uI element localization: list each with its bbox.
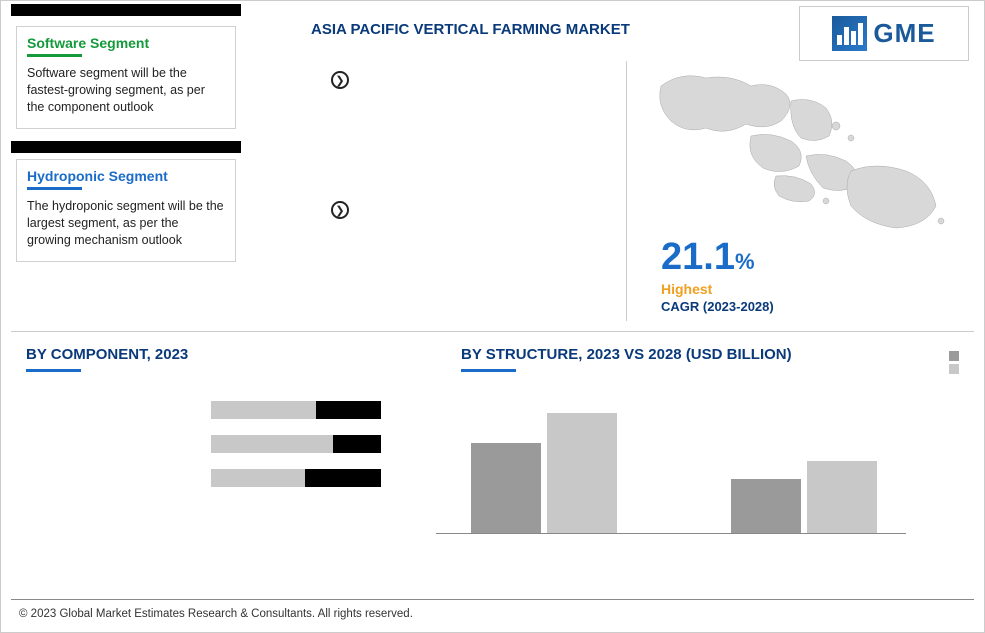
chevron-right-icon: ❯ — [331, 201, 349, 219]
cagr-value: 21.1% — [661, 236, 755, 279]
component-bar-fill — [211, 469, 305, 487]
structure-bar-2023 — [731, 479, 801, 533]
top-accent-bar — [11, 4, 241, 16]
segment-box-hydroponic: Hydroponic Segment The hydroponic segmen… — [16, 159, 236, 262]
segment2-underline — [27, 187, 82, 190]
asia-pacific-map — [651, 66, 961, 236]
legend-item — [949, 351, 959, 361]
component-bar-track — [211, 469, 381, 487]
component-bar-fill — [211, 401, 316, 419]
cagr-percent: % — [735, 249, 755, 274]
infographic-container: ASIA PACIFIC VERTICAL FARMING MARKET GME… — [0, 0, 985, 633]
component-bar-row — [211, 396, 381, 424]
cagr-number: 21.1 — [661, 236, 735, 278]
structure-legend — [949, 351, 959, 377]
component-bar-track — [211, 435, 381, 453]
legend-item — [949, 364, 959, 374]
component-bar-track — [211, 401, 381, 419]
structure-bar-2028 — [547, 413, 617, 533]
mid-accent-bar — [11, 141, 241, 153]
logo: GME — [799, 6, 969, 61]
logo-icon — [832, 16, 867, 51]
chart-baseline — [436, 533, 906, 534]
cagr-label: Highest — [661, 281, 712, 297]
component-bar-fill — [211, 435, 333, 453]
horizontal-divider — [11, 331, 974, 332]
segment2-heading: Hydroponic Segment — [27, 168, 225, 184]
structure-title-underline — [461, 369, 516, 372]
segment1-heading: Software Segment — [27, 35, 225, 51]
vertical-divider — [626, 61, 627, 321]
legend-swatch — [949, 364, 959, 374]
logo-bars-icon — [837, 23, 863, 45]
structure-bar-2028 — [807, 461, 877, 533]
cagr-period: CAGR (2023-2028) — [661, 299, 774, 314]
segment2-text: The hydroponic segment will be the large… — [27, 198, 225, 249]
logo-text: GME — [873, 18, 935, 49]
footer-text: © 2023 Global Market Estimates Research … — [19, 608, 413, 620]
structure-chart-title: BY STRUCTURE, 2023 VS 2028 (USD BILLION) — [461, 346, 792, 363]
structure-chart — [431, 386, 911, 546]
main-title: ASIA PACIFIC VERTICAL FARMING MARKET — [311, 21, 630, 38]
component-bar-row — [211, 464, 381, 492]
segment1-underline — [27, 54, 82, 57]
segment1-text: Software segment will be the fastest-gro… — [27, 65, 225, 116]
component-title-underline — [26, 369, 81, 372]
footer-divider — [11, 599, 974, 600]
legend-swatch — [949, 351, 959, 361]
structure-bar-2023 — [471, 443, 541, 533]
chevron-right-icon: ❯ — [331, 71, 349, 89]
map-icon — [651, 66, 961, 236]
segment-box-software: Software Segment Software segment will b… — [16, 26, 236, 129]
component-bar-row — [211, 430, 381, 458]
component-chart — [211, 396, 381, 498]
component-chart-title: BY COMPONENT, 2023 — [26, 346, 188, 363]
